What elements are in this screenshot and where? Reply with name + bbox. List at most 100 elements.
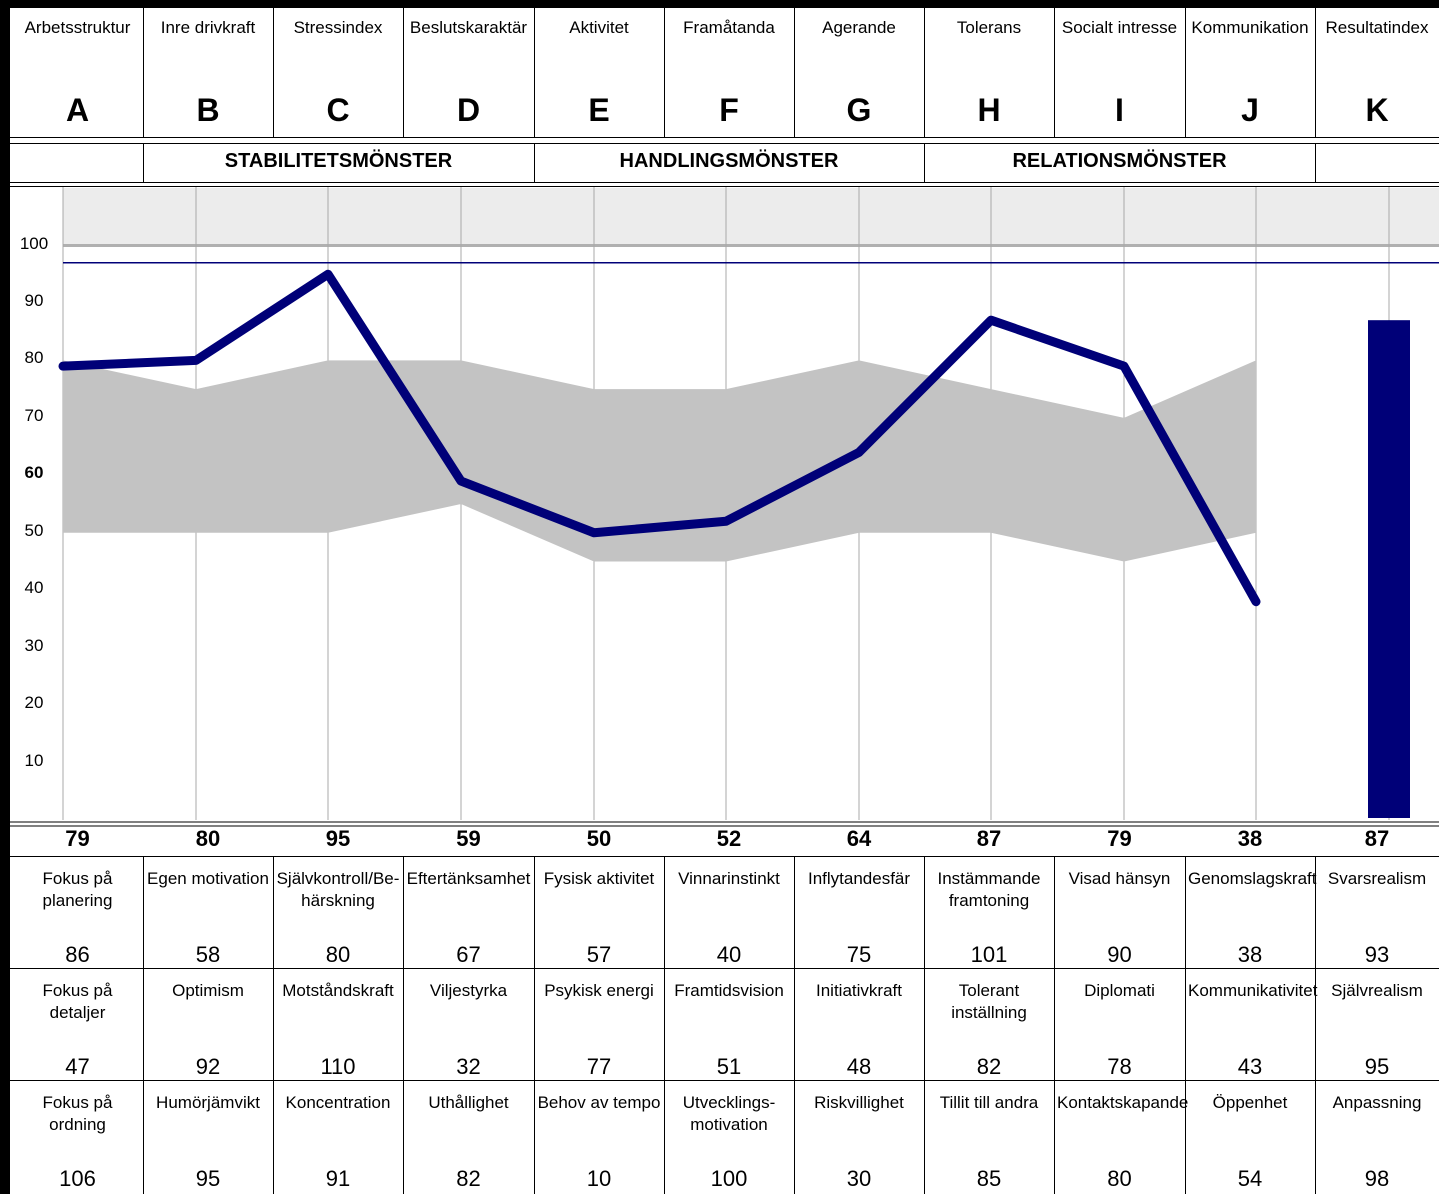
metric-value: 75 xyxy=(846,942,872,967)
pattern-rule xyxy=(10,182,1439,183)
metric-label: Utvecklings-motivation xyxy=(682,1093,776,1134)
column-divider xyxy=(273,8,274,138)
metric-value: 78 xyxy=(1107,1054,1132,1079)
metric-label: Humörjämvikt xyxy=(156,1093,260,1112)
metric-label: Fokus på ordning xyxy=(42,1093,113,1134)
metric-label: Egen motivation xyxy=(147,869,269,888)
column-letter: A xyxy=(65,92,90,128)
y-tick-label: 30 xyxy=(24,635,44,655)
y-tick-label: 100 xyxy=(19,233,49,253)
metric-value: 30 xyxy=(846,1166,872,1191)
metric-value: 43 xyxy=(1237,1054,1263,1079)
pattern-label: HANDLINGSMÖNSTER xyxy=(619,150,839,172)
y-tick-label: 70 xyxy=(24,405,44,425)
column-letter: K xyxy=(1365,92,1389,128)
metric-value: 85 xyxy=(976,1166,1002,1191)
metric-label: Fysisk aktivitet xyxy=(543,869,655,888)
column-name: Socialt intresse xyxy=(1061,18,1178,37)
data-point xyxy=(59,362,67,371)
column-letter: C xyxy=(326,92,350,128)
column-name: Framåtanda xyxy=(683,18,775,37)
metric-value: 32 xyxy=(456,1054,481,1079)
column-divider xyxy=(1315,8,1316,138)
pattern-divider xyxy=(1315,143,1316,183)
metric-value: 51 xyxy=(716,1054,742,1079)
metric-label: Tillit till andra xyxy=(939,1093,1039,1112)
metric-label: Eftertänksamhet xyxy=(406,869,531,888)
metric-value: 48 xyxy=(846,1054,872,1079)
metric-label: Kontaktskapande xyxy=(1057,1093,1189,1112)
metric-value: 101 xyxy=(970,942,1008,967)
metric-label: Svarsrealism xyxy=(1327,869,1427,888)
value-label: 79 xyxy=(65,826,90,851)
column-name: Agerande xyxy=(822,18,896,37)
column-divider xyxy=(794,8,795,138)
metric-value: 40 xyxy=(716,942,742,967)
y-tick-label: 80 xyxy=(24,348,44,368)
column-letter: F xyxy=(719,92,739,128)
value-label: 59 xyxy=(456,826,481,851)
metric-divider xyxy=(403,856,404,1194)
metric-label: Fokus på planering xyxy=(42,869,113,910)
metric-value: 86 xyxy=(65,942,90,967)
metric-label: Inflytandesfär xyxy=(807,869,911,888)
metric-value: 93 xyxy=(1364,942,1390,967)
metric-value: 95 xyxy=(1364,1054,1390,1079)
metric-label: Kommunikativitet xyxy=(1188,981,1318,1000)
metric-value: 100 xyxy=(710,1166,748,1191)
metric-value: 57 xyxy=(586,942,612,967)
metric-rule xyxy=(10,1080,1439,1081)
column-divider xyxy=(664,8,665,138)
column-divider xyxy=(403,8,404,138)
metric-divider xyxy=(534,856,535,1194)
value-label: 95 xyxy=(325,826,351,851)
data-point xyxy=(1252,597,1260,606)
metric-value: 98 xyxy=(1364,1166,1390,1191)
data-point xyxy=(855,448,863,457)
metric-divider xyxy=(794,856,795,1194)
metric-divider xyxy=(664,856,665,1194)
column-name: Arbetsstruktur xyxy=(24,18,131,37)
metric-label: Initiativkraft xyxy=(816,981,902,1000)
pattern-divider xyxy=(924,143,925,183)
column-name: Resultatindex xyxy=(1325,18,1429,37)
norm-band xyxy=(63,360,1256,562)
metric-label: Visad hänsyn xyxy=(1068,869,1171,888)
value-label: 87 xyxy=(976,826,1002,851)
metric-label: Riskvillighet xyxy=(814,1093,904,1112)
metric-divider xyxy=(924,856,925,1194)
metric-label: Viljestyrka xyxy=(429,981,508,1000)
metric-divider xyxy=(1185,856,1186,1194)
y-tick-label: 20 xyxy=(24,693,44,713)
y-tick-label: 40 xyxy=(24,578,44,598)
value-label: 64 xyxy=(846,826,872,851)
data-point xyxy=(987,316,995,325)
header-rule xyxy=(10,143,1439,144)
metric-label: Motståndskraft xyxy=(282,981,394,1000)
top-border xyxy=(0,0,1439,8)
column-letter: J xyxy=(1241,92,1259,128)
metric-label: Fokus på detaljer xyxy=(42,981,113,1022)
column-name: Aktivitet xyxy=(569,18,629,37)
pattern-divider xyxy=(143,143,144,183)
metric-label: Instämmande framtoning xyxy=(937,869,1041,910)
metric-value: 106 xyxy=(59,1166,96,1191)
column-letter: D xyxy=(456,92,481,128)
column-letter: I xyxy=(1115,92,1124,128)
series-line xyxy=(58,269,1261,607)
metric-value: 90 xyxy=(1107,942,1132,967)
metric-value: 91 xyxy=(325,1166,351,1191)
metric-value: 80 xyxy=(1107,1166,1132,1191)
left-border xyxy=(0,0,10,1194)
metric-label: Självkontroll/Be-härskning xyxy=(276,869,400,910)
metric-divider xyxy=(143,856,144,1194)
metric-label: Anpassning xyxy=(1332,1093,1422,1112)
column-divider xyxy=(534,8,535,138)
y-tick-label: 60 xyxy=(24,463,44,483)
value-label: 38 xyxy=(1237,826,1263,851)
column-letter: G xyxy=(846,92,872,128)
metric-value: 77 xyxy=(586,1054,612,1079)
metric-value: 82 xyxy=(456,1166,481,1191)
y-tick-label: 10 xyxy=(24,750,44,770)
data-point xyxy=(722,517,730,526)
